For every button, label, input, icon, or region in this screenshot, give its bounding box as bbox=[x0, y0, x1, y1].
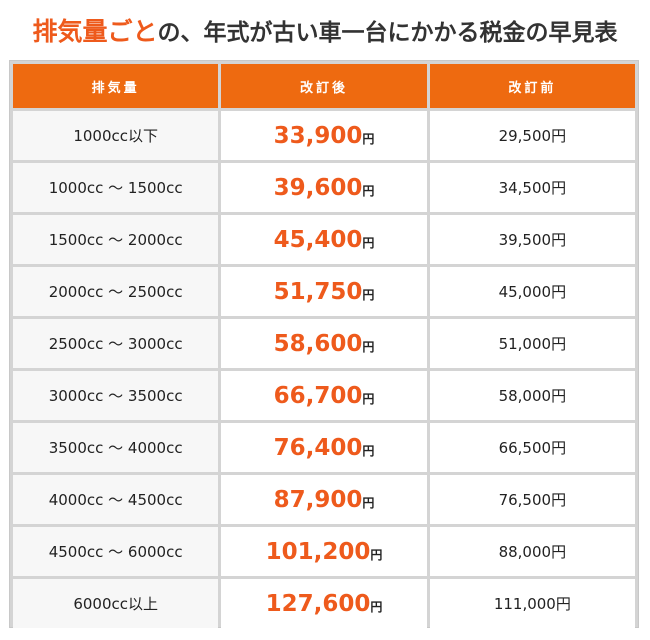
cell-before-revision: 29,500円 bbox=[429, 111, 635, 160]
cell-before-revision: 34,500円 bbox=[429, 163, 635, 212]
cell-displacement: 4500cc ～ 6000cc bbox=[13, 527, 219, 576]
cell-before-revision: 39,500円 bbox=[429, 215, 635, 264]
table-row: 1000cc ～ 1500cc 39,600円 34,500円 bbox=[13, 163, 635, 212]
after-amount: 127,600 bbox=[265, 590, 371, 617]
title-highlight: 排気量ごと bbox=[32, 17, 158, 46]
table-row: 3500cc ～ 4000cc 76,400円 66,500円 bbox=[13, 423, 635, 472]
cell-after-revision: 66,700円 bbox=[221, 371, 427, 420]
yen-unit: 円 bbox=[370, 547, 383, 562]
table-row: 2000cc ～ 2500cc 51,750円 45,000円 bbox=[13, 267, 635, 316]
cell-after-revision: 45,400円 bbox=[221, 215, 427, 264]
cell-displacement: 1000cc ～ 1500cc bbox=[13, 163, 219, 212]
after-amount: 87,900 bbox=[273, 486, 363, 513]
cell-before-revision: 76,500円 bbox=[429, 475, 635, 524]
cell-after-revision: 101,200円 bbox=[221, 527, 427, 576]
table-row: 1500cc ～ 2000cc 45,400円 39,500円 bbox=[13, 215, 635, 264]
tax-table-frame: 排気量 改訂後 改訂前 1000cc以下 33,900円 29,500円 1000cc… bbox=[9, 60, 639, 628]
cell-before-revision: 111,000円 bbox=[429, 579, 635, 628]
after-amount: 33,900 bbox=[273, 122, 363, 149]
cell-displacement: 1500cc ～ 2000cc bbox=[13, 215, 219, 264]
cell-displacement: 4000cc ～ 4500cc bbox=[13, 475, 219, 524]
yen-unit: 円 bbox=[362, 131, 375, 146]
cell-before-revision: 45,000円 bbox=[429, 267, 635, 316]
yen-unit: 円 bbox=[370, 599, 383, 614]
after-amount: 66,700 bbox=[273, 382, 363, 409]
after-amount: 39,600 bbox=[273, 174, 363, 201]
cell-after-revision: 58,600円 bbox=[221, 319, 427, 368]
cell-after-revision: 76,400円 bbox=[221, 423, 427, 472]
after-amount: 45,400 bbox=[273, 226, 363, 253]
header-after-revision: 改訂後 bbox=[221, 64, 427, 108]
cell-displacement: 3000cc ～ 3500cc bbox=[13, 371, 219, 420]
cell-before-revision: 58,000円 bbox=[429, 371, 635, 420]
yen-unit: 円 bbox=[362, 339, 375, 354]
table-row: 4500cc ～ 6000cc 101,200円 88,000円 bbox=[13, 527, 635, 576]
yen-unit: 円 bbox=[362, 391, 375, 406]
after-amount: 51,750 bbox=[273, 278, 363, 305]
title-rest: の、年式が古い車一台にかかる税金の早見表 bbox=[157, 20, 618, 46]
yen-unit: 円 bbox=[362, 235, 375, 250]
after-amount: 76,400 bbox=[273, 434, 363, 461]
table-header-row: 排気量 改訂後 改訂前 bbox=[13, 64, 635, 108]
cell-before-revision: 66,500円 bbox=[429, 423, 635, 472]
cell-before-revision: 88,000円 bbox=[429, 527, 635, 576]
tax-table: 排気量 改訂後 改訂前 1000cc以下 33,900円 29,500円 1000cc… bbox=[10, 61, 638, 631]
yen-unit: 円 bbox=[362, 287, 375, 302]
page-title: 排気量ごとの、年式が古い車一台にかかる税金の早見表 bbox=[0, 0, 650, 60]
table-row: 1000cc以下 33,900円 29,500円 bbox=[13, 111, 635, 160]
after-amount: 58,600 bbox=[273, 330, 363, 357]
cell-displacement: 1000cc以下 bbox=[13, 111, 219, 160]
cell-after-revision: 51,750円 bbox=[221, 267, 427, 316]
table-body: 1000cc以下 33,900円 29,500円 1000cc ～ 1500cc 39,… bbox=[13, 111, 635, 628]
header-displacement: 排気量 bbox=[13, 64, 219, 108]
table-row: 4000cc ～ 4500cc 87,900円 76,500円 bbox=[13, 475, 635, 524]
cell-displacement: 2500cc ～ 3000cc bbox=[13, 319, 219, 368]
yen-unit: 円 bbox=[362, 183, 375, 198]
table-row: 3000cc ～ 3500cc 66,700円 58,000円 bbox=[13, 371, 635, 420]
cell-before-revision: 51,000円 bbox=[429, 319, 635, 368]
cell-displacement: 3500cc ～ 4000cc bbox=[13, 423, 219, 472]
cell-displacement: 2000cc ～ 2500cc bbox=[13, 267, 219, 316]
table-row: 6000cc以上 127,600円 111,000円 bbox=[13, 579, 635, 628]
yen-unit: 円 bbox=[362, 443, 375, 458]
cell-after-revision: 87,900円 bbox=[221, 475, 427, 524]
cell-after-revision: 39,600円 bbox=[221, 163, 427, 212]
table-row: 2500cc ～ 3000cc 58,600円 51,000円 bbox=[13, 319, 635, 368]
cell-after-revision: 33,900円 bbox=[221, 111, 427, 160]
cell-displacement: 6000cc以上 bbox=[13, 579, 219, 628]
yen-unit: 円 bbox=[362, 495, 375, 510]
after-amount: 101,200 bbox=[265, 538, 371, 565]
cell-after-revision: 127,600円 bbox=[221, 579, 427, 628]
header-before-revision: 改訂前 bbox=[429, 64, 635, 108]
